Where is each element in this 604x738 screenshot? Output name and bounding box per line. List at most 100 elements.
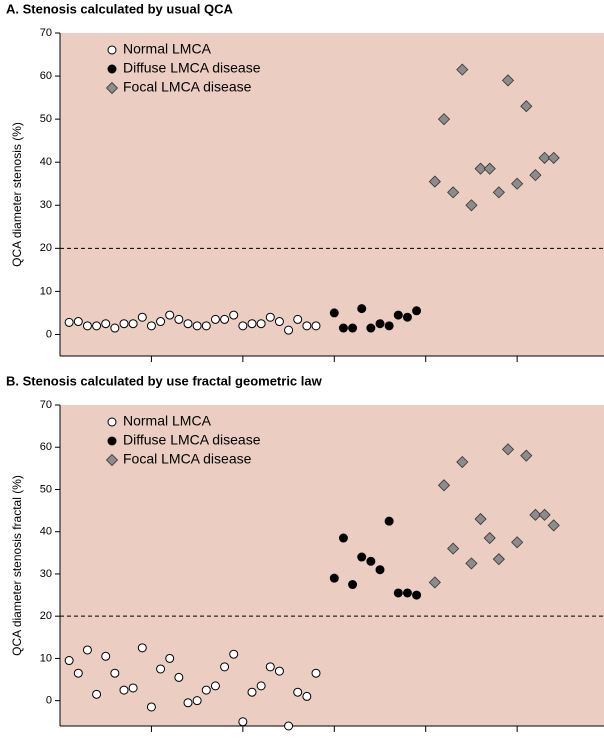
- point: [137, 312, 147, 322]
- plot-background: [60, 405, 604, 726]
- point: [201, 685, 211, 695]
- y-tick-label: 70: [40, 399, 52, 411]
- chart-title: B. Stenosis calculated by use fractal ge…: [6, 373, 323, 388]
- point: [492, 186, 505, 199]
- point: [210, 314, 220, 324]
- point: [110, 668, 120, 678]
- point: [357, 552, 367, 562]
- point: [128, 683, 138, 693]
- point: [465, 199, 478, 212]
- legend-label: Focal LMCA disease: [123, 79, 252, 95]
- y-tick-label: 0: [46, 328, 52, 340]
- legend-marker: [105, 453, 119, 467]
- point: [375, 565, 385, 575]
- point: [174, 672, 184, 682]
- point: [229, 310, 239, 320]
- point: [311, 321, 321, 331]
- point: [220, 314, 230, 324]
- point: [192, 321, 202, 331]
- point: [483, 162, 496, 175]
- point: [256, 681, 266, 691]
- point: [393, 310, 403, 320]
- point: [82, 321, 92, 331]
- point: [192, 696, 202, 706]
- point: [146, 321, 156, 331]
- y-tick-label: 50: [40, 113, 52, 125]
- point: [210, 681, 220, 691]
- point: [366, 556, 376, 566]
- point: [73, 668, 83, 678]
- legend-marker: [107, 436, 117, 446]
- point: [437, 479, 451, 492]
- y-tick-label: 0: [46, 695, 52, 707]
- point: [520, 449, 533, 462]
- y-axis-label: QCA diameter stenosis (%): [10, 122, 24, 267]
- point: [284, 325, 294, 335]
- point: [156, 317, 166, 327]
- point: [101, 651, 111, 661]
- point: [338, 323, 348, 333]
- point: [547, 151, 560, 164]
- point: [165, 653, 175, 663]
- point: [447, 186, 460, 199]
- point: [511, 536, 524, 549]
- point: [529, 508, 542, 521]
- point: [393, 588, 403, 598]
- point: [474, 162, 487, 175]
- point: [348, 323, 358, 333]
- point: [402, 312, 412, 322]
- point: [101, 319, 111, 329]
- point: [329, 308, 339, 318]
- point: [238, 717, 248, 727]
- point: [375, 319, 385, 329]
- point: [456, 455, 469, 469]
- legend-label: Diffuse LMCA disease: [123, 432, 261, 448]
- point: [119, 685, 129, 695]
- y-tick-label: 20: [40, 610, 52, 622]
- point: [501, 443, 515, 456]
- point: [247, 319, 257, 329]
- point: [402, 588, 412, 598]
- legend-marker: [107, 45, 117, 55]
- point: [302, 321, 312, 331]
- point: [265, 312, 275, 322]
- point: [284, 721, 294, 731]
- legend-label: Focal LMCA disease: [123, 451, 252, 467]
- point: [492, 553, 505, 566]
- point: [110, 323, 120, 333]
- point: [357, 304, 367, 314]
- point: [428, 576, 441, 589]
- point: [529, 169, 542, 182]
- point: [447, 542, 460, 555]
- point: [293, 314, 303, 324]
- point: [474, 512, 487, 526]
- point: [302, 691, 312, 701]
- point: [92, 321, 102, 331]
- point: [220, 662, 230, 672]
- point: [274, 666, 284, 676]
- legend-label: Normal LMCA: [123, 41, 212, 57]
- y-tick-label: 10: [40, 652, 52, 664]
- point: [511, 177, 524, 190]
- point: [64, 317, 74, 327]
- point: [201, 321, 211, 331]
- point: [384, 516, 394, 526]
- y-tick-label: 40: [40, 526, 52, 538]
- y-tick-label: 20: [40, 242, 52, 254]
- point: [538, 508, 551, 521]
- point: [456, 63, 469, 76]
- point: [366, 323, 376, 333]
- point: [428, 175, 441, 188]
- point: [247, 687, 257, 697]
- point: [311, 668, 321, 678]
- point: [229, 649, 239, 659]
- y-axis-label: QCA diameter stenosis fractal (%): [10, 475, 24, 656]
- point: [293, 687, 303, 697]
- point: [348, 580, 358, 590]
- point: [483, 531, 496, 545]
- point: [384, 321, 394, 331]
- point: [465, 557, 478, 570]
- point: [165, 310, 175, 320]
- point: [73, 317, 83, 327]
